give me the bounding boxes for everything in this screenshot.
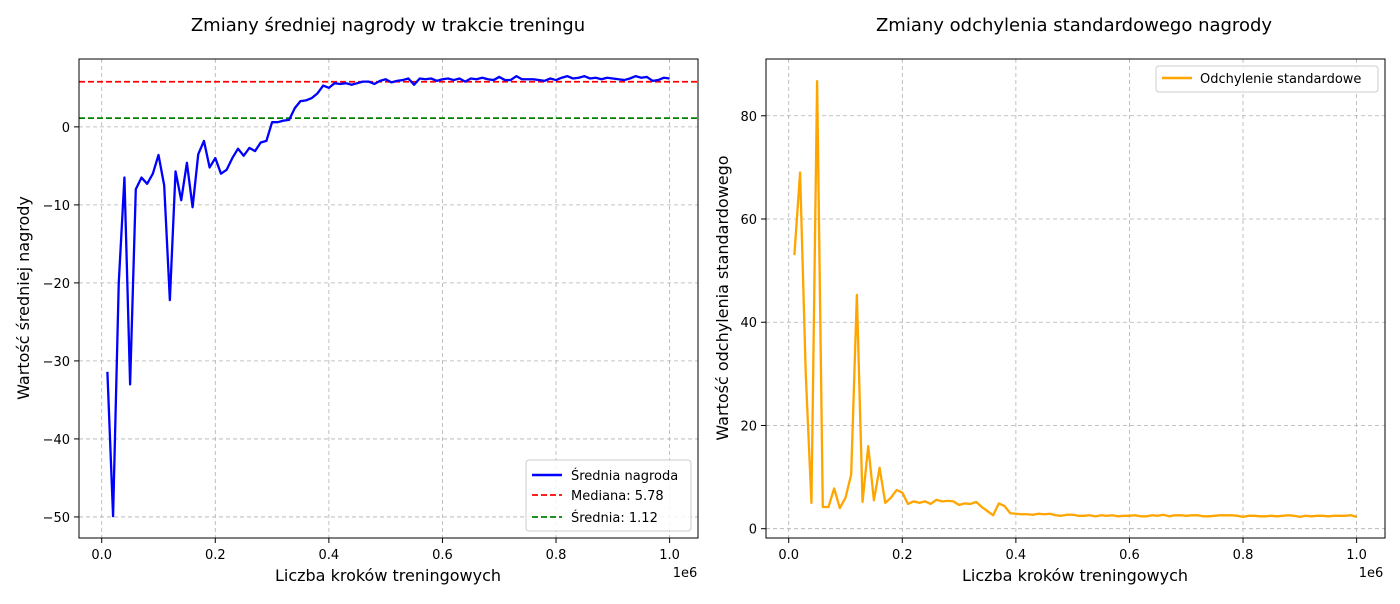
grid — [79, 59, 698, 538]
series-layer — [106, 75, 670, 518]
x-tick-label: 0.6 — [1119, 548, 1140, 563]
y-tick-label: 40 — [740, 316, 757, 331]
x-tick-label: 0.8 — [1233, 548, 1254, 563]
x-axis-offset-label: 1e6 — [673, 566, 698, 581]
plot-frame — [765, 58, 1386, 539]
x-tick-label: 0.0 — [91, 548, 112, 563]
legend-box — [1155, 65, 1379, 93]
x-axis-ticks: 0.0 0.2 0.4 0.6 0.8 1.0 — [778, 538, 1367, 563]
y-axis-label: Wartość odchylenia standardowego — [713, 155, 732, 440]
y-axis-label: Wartość średniej nagrody — [14, 196, 33, 400]
chart-title: Zmiany odchylenia standardowego nagrody — [876, 15, 1272, 36]
x-axis-offset-label: 1e6 — [1359, 566, 1384, 581]
chart-std-reward: Zmiany odchylenia standardowego nagrody … — [713, 15, 1386, 585]
legend-box — [525, 459, 692, 532]
chart-mean-reward: Zmiany średniej nagrody w trakcie trenin… — [14, 15, 699, 585]
x-tick-label: 1.0 — [659, 548, 680, 563]
y-tick-label: −20 — [43, 277, 70, 292]
x-axis-ticks: 0.0 0.2 0.4 0.6 0.8 1.0 — [91, 538, 680, 563]
legend: Średnia nagroda Mediana: 5.78 Średnia: 1… — [525, 459, 692, 532]
x-tick-label: 1.0 — [1346, 548, 1367, 563]
legend-label-mean-reward: Średnia nagroda — [571, 468, 678, 484]
x-tick-label: 0.6 — [432, 548, 453, 563]
plot-frame — [78, 58, 699, 539]
y-tick-label: 60 — [740, 213, 757, 228]
y-tick-label: 80 — [740, 110, 757, 125]
reference-lines — [79, 80, 698, 119]
x-tick-label: 0.8 — [546, 548, 567, 563]
legend-label-std: Odchylenie standardowe — [1200, 72, 1361, 87]
y-tick-label: 20 — [740, 419, 757, 434]
y-tick-label: −10 — [43, 199, 70, 214]
y-tick-label: 0 — [749, 523, 757, 538]
legend: Odchylenie standardowe — [1155, 65, 1379, 93]
legend-label-mean: Średnia: 1.12 — [571, 510, 658, 526]
grid — [766, 59, 1385, 538]
y-axis-ticks: −50 −40 −30 −20 −10 0 — [43, 121, 79, 526]
x-tick-label: 0.2 — [892, 548, 913, 563]
chart-title: Zmiany średniej nagrody w trakcie trenin… — [191, 15, 585, 36]
y-tick-label: −30 — [43, 355, 70, 370]
y-tick-label: 0 — [62, 121, 70, 136]
series-layer — [793, 80, 1357, 518]
x-tick-label: 0.2 — [205, 548, 226, 563]
y-tick-label: −40 — [43, 433, 70, 448]
x-axis-label: Liczba kroków treningowych — [275, 566, 501, 585]
x-tick-label: 0.4 — [319, 548, 340, 563]
series-line — [106, 75, 670, 518]
x-tick-label: 0.0 — [778, 548, 799, 563]
x-axis-label: Liczba kroków treningowych — [962, 566, 1188, 585]
x-tick-label: 0.4 — [1006, 548, 1027, 563]
y-axis-ticks: 0 20 40 60 80 — [740, 110, 766, 538]
y-tick-label: −50 — [43, 511, 70, 526]
series-line — [793, 80, 1357, 518]
legend-label-median: Mediana: 5.78 — [571, 489, 664, 504]
